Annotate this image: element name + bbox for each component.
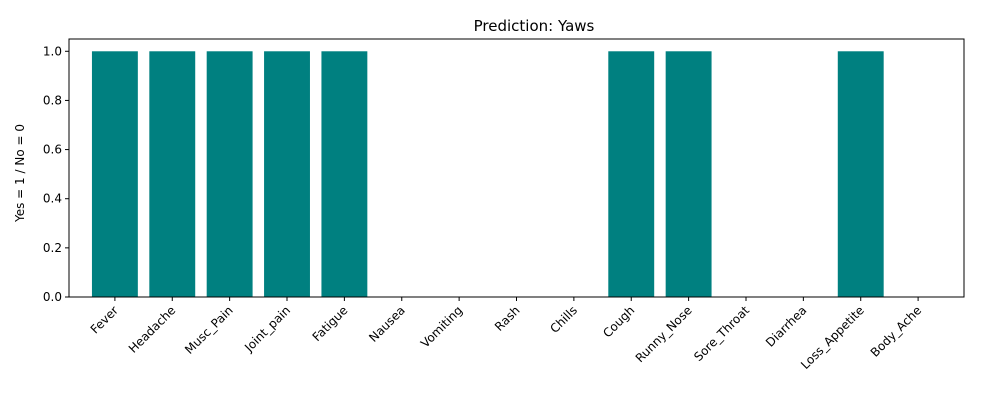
bar-fatigue <box>321 51 368 298</box>
x-tick-label: Vomiting <box>418 303 465 350</box>
bars-group <box>91 51 884 298</box>
y-axis-label: Yes = 1 / No = 0 <box>13 124 27 223</box>
x-tick-label: Joint_pain <box>241 303 293 355</box>
x-tick-label: Fever <box>88 303 121 336</box>
bar-cough <box>608 51 655 298</box>
bar-headache <box>149 51 196 298</box>
y-tick-label: 1.0 <box>43 44 62 58</box>
x-tick-label: Fatigue <box>310 303 351 344</box>
x-tick-label: Musc_Pain <box>182 303 236 357</box>
bar-runny-nose <box>665 51 712 298</box>
y-tick-label: 0.6 <box>43 143 62 157</box>
bar-loss-appetite <box>837 51 884 298</box>
y-tick-label: 0.4 <box>43 192 62 206</box>
x-tick-label: Sore_Throat <box>691 303 752 364</box>
y-tick-label: 0.2 <box>43 241 62 255</box>
bar-musc-pain <box>206 51 253 298</box>
x-tick-label: Cough <box>600 303 637 340</box>
y-tick-label: 0.8 <box>43 93 62 107</box>
x-tick-label: Nausea <box>366 303 408 345</box>
x-tick-label: Rash <box>492 303 523 334</box>
x-tick-label: Runny_Nose <box>633 303 695 365</box>
chart-title: Prediction: Yaws <box>474 17 595 35</box>
x-axis: Fever Headache Musc_Pain Joint_pain Fatigue N… <box>88 297 924 372</box>
plot-frame <box>68 38 965 298</box>
x-tick-label: Headache <box>126 303 179 356</box>
x-tick-label: Body_Ache <box>868 303 924 359</box>
bar-joint-pain <box>264 51 310 298</box>
y-tick-label: 0.0 <box>43 290 62 304</box>
x-tick-label: Diarrhea <box>763 303 809 349</box>
bar-fever <box>91 51 138 298</box>
y-axis: 0.0 0.2 0.4 0.6 0.8 1.0 <box>43 44 69 304</box>
x-tick-label: Chills <box>547 303 580 336</box>
